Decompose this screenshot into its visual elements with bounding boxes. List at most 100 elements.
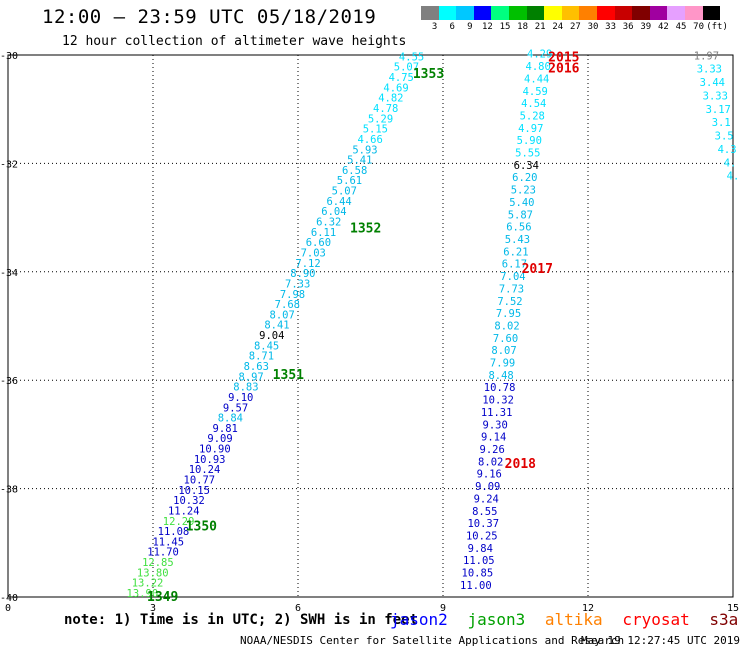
- swh-value-label: 7.33: [285, 278, 310, 290]
- y-tick-label: -30: [0, 51, 18, 62]
- swh-value-label: 9.09: [475, 481, 500, 493]
- scale-swatch: [421, 6, 439, 20]
- scale-swatch: [509, 6, 527, 20]
- page-subtitle: 12 hour collection of altimeter wave hei…: [62, 34, 407, 49]
- swh-value-label: 8.07: [491, 345, 516, 357]
- scale-swatch: [632, 6, 650, 20]
- swh-value-label: 11.00: [460, 580, 492, 592]
- track-id-label: 2016: [548, 62, 579, 77]
- scale-label: 24: [552, 22, 564, 32]
- swh-value-label: 9.84: [468, 543, 493, 555]
- swh-value-label: 9.81: [213, 423, 238, 435]
- x-tick-label: 15: [727, 603, 739, 614]
- swh-value-label: 9.10: [228, 392, 253, 404]
- scale-label: 18: [517, 22, 529, 32]
- satellite-legend: jason2 jason3 altika cryosat s3a: [390, 610, 740, 629]
- y-tick-label: -36: [0, 376, 18, 387]
- scale-label: 6: [449, 22, 455, 32]
- scale-swatch: [614, 6, 633, 20]
- swh-value-label: 6.32: [316, 217, 341, 229]
- x-tick-label: 3: [150, 603, 156, 614]
- swh-value-label: 6.44: [326, 196, 351, 208]
- scale-swatch: [544, 6, 562, 20]
- swh-value-label: 3.44: [700, 77, 725, 89]
- plot-frame: [7, 54, 734, 598]
- track-id-label: 2015: [548, 51, 579, 66]
- scale-label: 39: [640, 22, 652, 32]
- scale-label: 9: [467, 22, 473, 32]
- track-id-label: 2017: [522, 262, 553, 277]
- scale-swatch: [526, 6, 545, 20]
- swh-value-label: 7.68: [275, 299, 300, 311]
- swh-value-label: 8.41: [264, 320, 289, 332]
- scale-swatch: [456, 6, 474, 20]
- swh-value-label: 4.44: [524, 73, 549, 85]
- swh-value-label: 9.04: [259, 330, 284, 342]
- scale-label: 15: [499, 22, 511, 32]
- swh-value-label: 4.: [724, 157, 737, 169]
- swh-value-label: 8.02: [494, 320, 519, 332]
- swh-value-label: 1.97: [694, 50, 719, 62]
- swh-value-label: 3.33: [697, 64, 722, 76]
- scale-label: 42: [657, 22, 669, 32]
- scale-swatch: [685, 6, 703, 20]
- swh-value-label: 7.12: [295, 258, 320, 270]
- swh-value-label: 6.17: [502, 259, 527, 271]
- swh-value-label: 5.15: [363, 124, 388, 136]
- swh-value-label: 9.24: [474, 493, 499, 505]
- swh-value-label: 8.71: [249, 351, 274, 363]
- swh-value-label: 5.61: [337, 175, 362, 187]
- swh-value-label: 4.59: [523, 86, 548, 98]
- swh-value-label: 10.24: [189, 464, 221, 476]
- swh-value-label: 5.43: [505, 234, 530, 246]
- track-id-label: 1349: [147, 590, 178, 605]
- swh-value-label: 8.84: [218, 413, 243, 425]
- scale-swatch: [649, 6, 668, 20]
- swh-value-label: 4.78: [373, 103, 398, 115]
- swh-value-label: 11.45: [152, 536, 184, 548]
- swh-value-label: 7.52: [497, 296, 522, 308]
- swh-value-label: 4.55: [399, 51, 424, 63]
- swh-value-label: 5.29: [368, 113, 393, 125]
- swh-value-label: 10.78: [484, 382, 516, 394]
- swh-value-label: 5.87: [508, 209, 533, 221]
- scale-swatch: [579, 6, 597, 20]
- swh-value-label: 5.07: [332, 186, 357, 198]
- swh-value-label: 10.77: [184, 474, 216, 486]
- swh-value-label: 10.25: [466, 530, 498, 542]
- swh-value-label: 6.21: [503, 246, 528, 258]
- legend-altika: altika: [544, 610, 603, 629]
- scale-label: 33: [605, 22, 617, 32]
- scale-label: 12: [481, 22, 493, 32]
- swh-value-label: 6.58: [342, 165, 367, 177]
- track-id-label: 2018: [505, 457, 536, 472]
- x-tick-label: 12: [582, 603, 594, 614]
- swh-value-label: 4.66: [358, 134, 383, 146]
- scale-swatch: [597, 6, 615, 20]
- page-title: 12:00 – 23:59 UTC 05/18/2019: [42, 6, 377, 28]
- swh-value-label: 5.07: [394, 62, 419, 74]
- swh-value-label: 7.95: [496, 308, 521, 320]
- swh-value-label: 8.55: [472, 506, 497, 518]
- swh-value-label: 9.26: [480, 444, 505, 456]
- swh-value-label: 10.37: [467, 518, 499, 530]
- swh-value-label: 5.55: [515, 148, 540, 160]
- swh-value-label: 4.3: [718, 144, 737, 156]
- generated-timestamp: May 19 12:27:45 UTC 2019: [581, 634, 740, 647]
- swh-value-label: 3.17: [706, 104, 731, 116]
- scale-label: 70: [693, 22, 705, 32]
- swh-value-label: 5.40: [509, 197, 534, 209]
- swh-value-label: 4.82: [378, 93, 403, 105]
- swh-value-label: 13.80: [137, 567, 169, 579]
- swh-value-label: 7.60: [493, 333, 518, 345]
- swh-value-label: 6.04: [321, 206, 346, 218]
- swh-value-label: 11.31: [481, 407, 513, 419]
- swh-value-label: 5.41: [347, 155, 372, 167]
- swh-value-label: 13.22: [132, 578, 164, 590]
- legend-cryosat: cryosat: [622, 610, 690, 629]
- y-tick-label: -32: [0, 159, 18, 170]
- swh-value-label: 9.57: [223, 402, 248, 414]
- scale-label: 30: [587, 22, 599, 32]
- y-tick-label: -40: [0, 593, 18, 604]
- swh-value-label: 7.03: [301, 247, 326, 259]
